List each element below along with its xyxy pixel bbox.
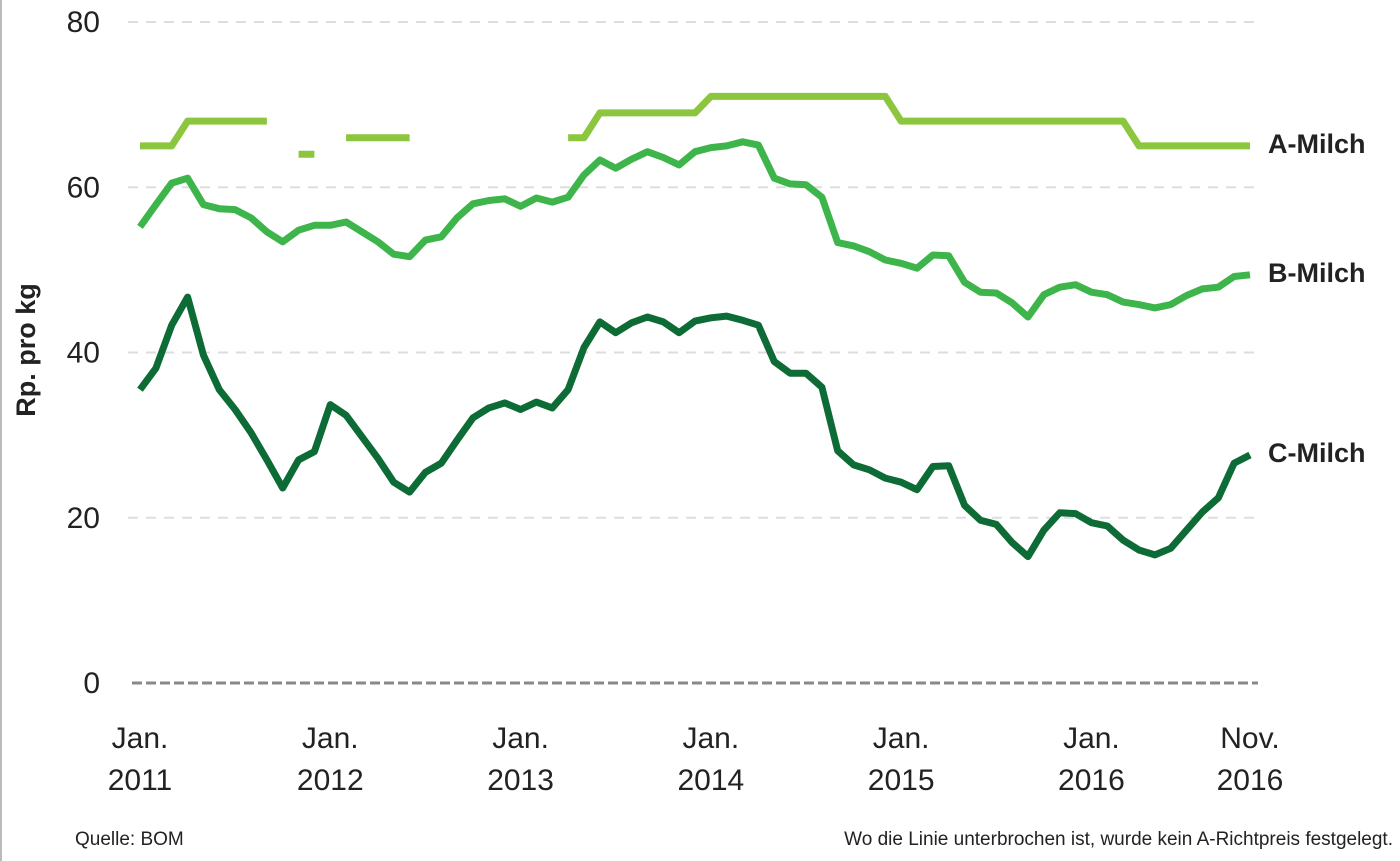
line-series xyxy=(137,293,1252,561)
line-series xyxy=(137,138,1251,321)
x-tick-label-line: Jan. xyxy=(682,722,739,755)
series-label: A-Milch xyxy=(1268,129,1366,159)
x-tick-label: Nov. 2016 xyxy=(1217,722,1284,797)
x-tick-label: Jan. 2016 xyxy=(1058,722,1125,797)
x-tick-label-line: Jan. xyxy=(873,722,930,755)
x-tick-label: Jan. 2013 xyxy=(487,722,554,797)
x-tick-label: Jan. 2011 xyxy=(108,722,173,797)
y-axis-label: Rp. pro kg xyxy=(11,283,41,417)
y-tick-label: 40 xyxy=(67,337,100,370)
y-tick-label: 80 xyxy=(67,6,100,39)
note: Wo die Linie unterbrochen ist, wurde kei… xyxy=(844,829,1393,850)
series-label: C-Milch xyxy=(1268,438,1366,468)
x-tick-label-line: Jan. xyxy=(492,722,549,755)
y-tick-label: 60 xyxy=(67,171,100,204)
line-series xyxy=(140,92,1250,158)
y-tick-label: 0 xyxy=(83,667,100,700)
x-tick-label-line: Jan. xyxy=(1063,722,1120,755)
x-tick-label: Jan. 2012 xyxy=(297,722,364,797)
series-label: B-Milch xyxy=(1268,258,1366,288)
x-tick-label-line: Jan. xyxy=(302,722,359,755)
x-tick-label-line: 2011 xyxy=(108,764,173,797)
x-tick-label-line: 2015 xyxy=(868,764,935,797)
x-tick-label-line: 2012 xyxy=(297,764,364,797)
x-tick-label-line: 2013 xyxy=(487,764,554,797)
y-tick-label: 20 xyxy=(67,502,100,535)
x-tick-label-line: 2016 xyxy=(1058,764,1125,797)
x-tick-label-line: Jan. xyxy=(112,722,169,755)
source: Quelle: BOM xyxy=(75,829,184,850)
x-tick-label: Jan. 2014 xyxy=(677,722,744,797)
x-tick-label-line: 2014 xyxy=(677,764,744,797)
x-tick-label-line: 2016 xyxy=(1217,764,1284,797)
x-tick-label-line: Nov. xyxy=(1220,722,1279,755)
x-tick-label: Jan. 2015 xyxy=(868,722,935,797)
